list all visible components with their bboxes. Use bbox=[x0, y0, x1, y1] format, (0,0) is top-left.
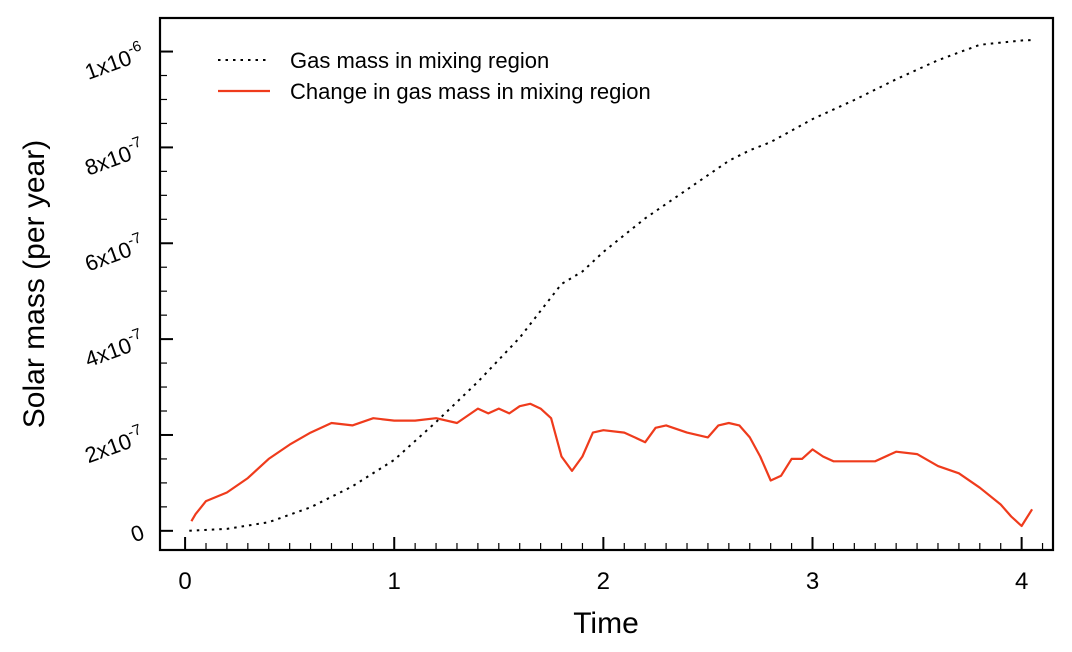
legend-label: Change in gas mass in mixing region bbox=[290, 79, 651, 104]
x-tick-label: 2 bbox=[597, 568, 610, 595]
y-tick-label: 6x10-7 bbox=[80, 229, 147, 276]
x-axis-label: Time bbox=[573, 607, 639, 640]
x-tick-label: 4 bbox=[1015, 568, 1028, 595]
series-layer bbox=[189, 39, 1034, 532]
y-tick-label: 0 bbox=[127, 520, 147, 548]
axis-ticks: 0 1 2 3 4 0 2x10-7 4x10-7 6x10-7 8x10-7 1x10-6 bbox=[80, 37, 1044, 595]
plot-frame bbox=[158, 16, 1055, 552]
x-tick-label: 3 bbox=[806, 568, 819, 595]
legend-label: Gas mass in mixing region bbox=[290, 48, 549, 73]
y-tick-label: 2x10-7 bbox=[80, 421, 147, 468]
series-gas-mass-line bbox=[189, 39, 1033, 532]
y-axis-label: Solar mass (per year) bbox=[18, 140, 51, 428]
legend: Gas mass in mixing region Change in gas m… bbox=[218, 48, 651, 104]
series-change-gas-mass-line bbox=[190, 402, 1034, 528]
x-tick-label: 0 bbox=[178, 568, 191, 595]
y-tick-label: 8x10-7 bbox=[80, 133, 147, 180]
x-tick-label: 1 bbox=[388, 568, 401, 595]
y-tick-label: 4x10-7 bbox=[80, 325, 147, 372]
y-tick-label: 1x10-6 bbox=[80, 37, 147, 84]
